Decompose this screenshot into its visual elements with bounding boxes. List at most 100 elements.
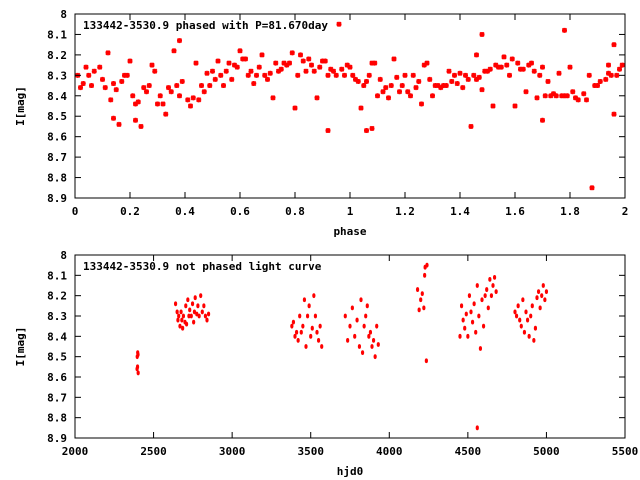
- phased-data-point: [361, 82, 367, 89]
- unphased-data-point: [186, 297, 190, 303]
- unphased-chart-title: 133442-3530.9 not phased light curve: [83, 260, 322, 273]
- unphased-data-point: [464, 311, 468, 317]
- phased-data-point: [149, 62, 155, 68]
- unphased-data-point: [313, 313, 318, 319]
- phased-data-point: [561, 93, 568, 99]
- phased-data-point: [446, 68, 452, 74]
- phased-data-point: [121, 72, 128, 78]
- phased-data-point: [432, 82, 438, 89]
- phased-y-tick-label: 8.3: [47, 69, 67, 82]
- unphased-data-point: [355, 317, 359, 323]
- phased-data-point: [597, 78, 603, 85]
- unphased-data-point: [474, 329, 478, 335]
- unphased-data-point: [176, 317, 180, 323]
- unphased-data-point: [423, 272, 427, 278]
- unphased-data-point: [346, 338, 350, 343]
- phased-data-point: [110, 115, 117, 121]
- phased-data-point: [176, 38, 183, 44]
- phased-x-tick-label: 2: [622, 205, 629, 218]
- unphased-data-point: [348, 323, 352, 329]
- unphased-data-point: [541, 283, 545, 288]
- phased-data-point: [424, 60, 430, 66]
- unphased-data-point: [193, 295, 197, 301]
- phased-y-axis-label: I[mag]: [14, 86, 27, 126]
- phased-data-point: [138, 123, 144, 130]
- phased-data-point: [176, 93, 183, 99]
- unphased-data-point: [181, 313, 186, 319]
- unphased-data-point: [315, 329, 319, 335]
- phased-x-tick-label: 0.2: [120, 205, 140, 218]
- unphased-data-point: [480, 297, 484, 303]
- unphased-x-tick-label: 3500: [297, 445, 324, 458]
- phased-data-point: [421, 62, 427, 68]
- phased-data-point: [146, 82, 152, 89]
- phased-data-point: [363, 78, 370, 85]
- phased-data-point: [605, 62, 612, 68]
- phased-data-point: [116, 121, 122, 127]
- unphased-data-point: [521, 297, 525, 303]
- unphased-x-ticks: 2000 2500 3000 3500 4000 4500 5000 5500: [62, 255, 639, 458]
- phased-data-point: [407, 93, 414, 99]
- phased-data-point: [264, 76, 271, 82]
- phased-data-point: [427, 76, 433, 82]
- unphased-data-point: [294, 329, 299, 335]
- phased-x-ticks: 0 0.2 0.4 0.6 0.8 1 1.2 1.4 1.6 1.8 2: [72, 14, 629, 218]
- phased-data-point: [460, 85, 466, 91]
- unphased-y-ticks: 8 8.1 8.2 8.3 8.4 8.5 8.6 8.7 8.8 8.9: [47, 249, 625, 445]
- phased-data-point: [564, 93, 570, 99]
- unphased-data-point: [136, 370, 140, 376]
- phased-data-point: [462, 72, 469, 78]
- phased-data-point: [292, 105, 298, 111]
- phased-data-point: [275, 68, 282, 74]
- unphased-x-tick-label: 4000: [376, 445, 403, 458]
- unphased-data-point: [494, 289, 498, 294]
- unphased-data-point: [532, 338, 536, 343]
- phased-y-tick-label: 8.9: [47, 192, 67, 205]
- unphased-data-point: [181, 325, 185, 331]
- phased-data-point: [501, 54, 507, 60]
- unphased-data-point: [365, 303, 369, 309]
- phased-data-point: [383, 85, 389, 91]
- unphased-data-point: [205, 317, 209, 323]
- phased-data-point: [465, 76, 471, 82]
- unphased-data-point: [371, 338, 376, 343]
- phased-chart-title: 133442-3530.9 phased with P=81.670day: [83, 19, 328, 32]
- unphased-data-point: [299, 329, 303, 335]
- phased-data-point: [438, 85, 444, 91]
- phased-data-point: [165, 85, 172, 91]
- unphased-data-point: [540, 293, 544, 299]
- phased-data-point: [619, 62, 625, 68]
- unphased-x-tick-label: 5500: [612, 445, 639, 458]
- unphased-y-axis-label: I[mag]: [14, 327, 27, 367]
- phased-data-point: [484, 68, 491, 74]
- phased-x-tick-label: 0.4: [175, 205, 195, 218]
- phased-data-point: [594, 82, 601, 89]
- unphased-data-point: [357, 344, 362, 349]
- unphased-data-point: [375, 323, 379, 329]
- phased-data-point: [91, 68, 97, 74]
- phased-data-point: [493, 62, 499, 68]
- unphased-data-point: [199, 293, 203, 299]
- unphased-data-point: [459, 303, 464, 309]
- unphased-data-point: [422, 305, 426, 311]
- phased-data-point: [300, 58, 306, 64]
- phased-data-point: [88, 82, 95, 89]
- unphased-data-point: [180, 317, 184, 323]
- phased-data-point: [506, 72, 513, 78]
- unphased-x-tick-label: 5000: [533, 445, 560, 458]
- unphased-data-point: [179, 309, 183, 315]
- phased-data-point: [132, 101, 139, 107]
- phased-data-point: [341, 72, 348, 78]
- unphased-data-point: [309, 333, 313, 339]
- phased-data-point: [520, 66, 526, 72]
- phased-data-point: [418, 101, 425, 107]
- unphased-data-point: [316, 338, 321, 343]
- phased-data-point: [237, 48, 243, 54]
- phased-data-point: [83, 64, 89, 70]
- phased-data-point: [127, 58, 133, 64]
- unphased-data-point: [196, 303, 200, 309]
- phased-y-tick-label: 8.5: [47, 110, 67, 123]
- unphased-y-tick-label: 8.9: [47, 432, 67, 445]
- phased-data-point: [297, 52, 304, 58]
